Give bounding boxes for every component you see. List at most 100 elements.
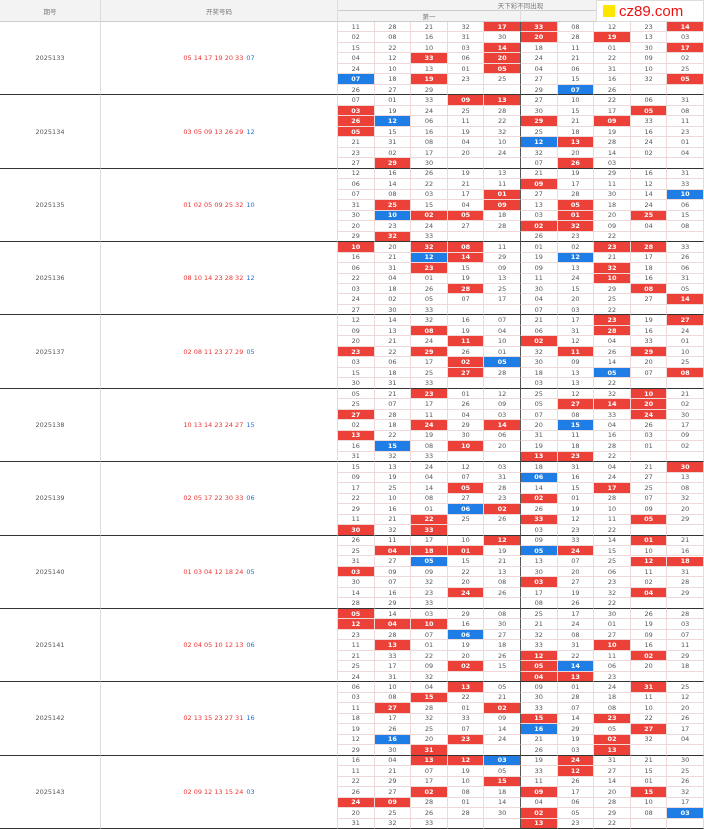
number-cell: 26: [630, 420, 668, 431]
period: 2025133: [0, 22, 101, 96]
number-cell: 02: [411, 787, 448, 798]
number-cell: 22: [411, 514, 448, 526]
number-cell: 05: [521, 546, 558, 557]
number-cell: 22: [594, 95, 631, 106]
number-cell: 29: [521, 84, 558, 96]
number-cell: 12: [557, 388, 595, 400]
number-cell: 32: [447, 22, 485, 33]
number-cell: 24: [594, 682, 631, 693]
number-cell: 26: [521, 504, 558, 515]
red-numbers: 02 04 05 10 12 13: [183, 641, 244, 650]
number-cell: 08: [630, 808, 668, 819]
number-cell: 05: [338, 126, 375, 138]
number-cell: 25: [521, 388, 558, 400]
number-cell: [447, 671, 485, 683]
blue-number: 05: [246, 347, 255, 356]
number-cell: 27: [594, 629, 631, 641]
red-numbers: 01 02 05 09 25 32: [183, 200, 244, 209]
number-cell: 27: [447, 367, 485, 379]
number-cell: 16: [374, 734, 412, 746]
number-cell: 07: [557, 703, 595, 714]
number-cell: 04: [374, 273, 412, 284]
number-cell: 06: [667, 200, 704, 211]
number-cell: 19: [557, 587, 595, 599]
number-cell: [447, 231, 485, 243]
red-numbers: 10 13 14 23 24 27: [183, 420, 244, 429]
number-cell: 08: [374, 692, 412, 704]
number-cell: 01: [667, 336, 704, 347]
number-cell: 32: [374, 451, 412, 463]
number-cell: 09: [667, 430, 704, 442]
number-cell: 20: [447, 650, 485, 662]
number-cell: 29: [594, 284, 631, 295]
number-cell: 24: [484, 734, 521, 746]
number-cell: 26: [484, 514, 521, 526]
number-cell: 01: [667, 137, 704, 148]
number-cell: 17: [630, 252, 668, 264]
number-cell: 14: [594, 399, 631, 410]
number-cell: 26: [338, 84, 375, 96]
number-cell: 33: [630, 336, 668, 347]
number-cell: 01: [557, 210, 595, 222]
number-cell: 12: [374, 116, 412, 127]
number-cell: 31: [338, 200, 375, 211]
number-cell: 02: [630, 650, 668, 662]
number-cell: 01: [447, 703, 485, 714]
number-cell: 01: [411, 640, 448, 651]
number-cell: 06: [594, 661, 631, 672]
number-cell: 13: [338, 430, 375, 442]
number-cell: 25: [374, 808, 412, 819]
number-cell: 29: [411, 346, 448, 358]
number-cell: 14: [630, 189, 668, 201]
number-cell: 27: [557, 577, 595, 588]
number-cell: 23: [411, 587, 448, 599]
number-cell: 11: [630, 692, 668, 704]
blue-number: 06: [246, 641, 255, 650]
number-cell: 02: [667, 441, 704, 452]
number-cell: 31: [667, 95, 704, 106]
number-cell: 33: [374, 650, 412, 662]
number-cell: 05: [630, 514, 668, 526]
number-cell: 16: [411, 126, 448, 138]
number-cell: 13: [484, 273, 521, 284]
number-cell: 05: [521, 399, 558, 410]
number-cell: 23: [411, 388, 448, 400]
number-cell: 30: [338, 210, 375, 222]
number-cell: 15: [557, 105, 595, 117]
number-cell: 14: [667, 22, 704, 33]
number-cell: 11: [557, 430, 595, 442]
blue-number: 12: [246, 127, 255, 136]
number-cell: [484, 84, 521, 96]
number-cell: 29: [667, 514, 704, 526]
number-cell: 32: [667, 787, 704, 798]
number-cell: 24: [338, 797, 375, 809]
number-cell: 20: [521, 32, 558, 43]
number-cell: 03: [521, 577, 558, 588]
number-cell: 02: [521, 493, 558, 505]
number-cell: 10: [630, 63, 668, 75]
number-cell: 28: [594, 493, 631, 505]
number-cell: 18: [557, 126, 595, 138]
number-cell: 32: [594, 587, 631, 599]
number-cell: [484, 158, 521, 169]
number-cell: [447, 451, 485, 463]
number-cell: 13: [521, 451, 558, 463]
number-cell: 30: [521, 284, 558, 295]
number-cell: 23: [557, 818, 595, 829]
number-cell: 08: [667, 221, 704, 232]
number-cell: 23: [594, 577, 631, 588]
number-cell: 16: [630, 168, 668, 180]
number-cell: 25: [484, 74, 521, 85]
number-cell: 17: [411, 399, 448, 410]
number-cell: 13: [521, 556, 558, 567]
number-cell: 21: [630, 755, 668, 767]
number-cell: 31: [374, 671, 412, 683]
number-cell: 31: [557, 462, 595, 473]
number-cell: 30: [667, 462, 704, 473]
number-cell: 28: [557, 32, 595, 43]
number-cell: 01: [411, 273, 448, 284]
number-cell: 08: [521, 598, 558, 609]
number-cell: 28: [411, 797, 448, 809]
number-cell: 19: [374, 105, 412, 117]
number-cell: 26: [484, 650, 521, 662]
